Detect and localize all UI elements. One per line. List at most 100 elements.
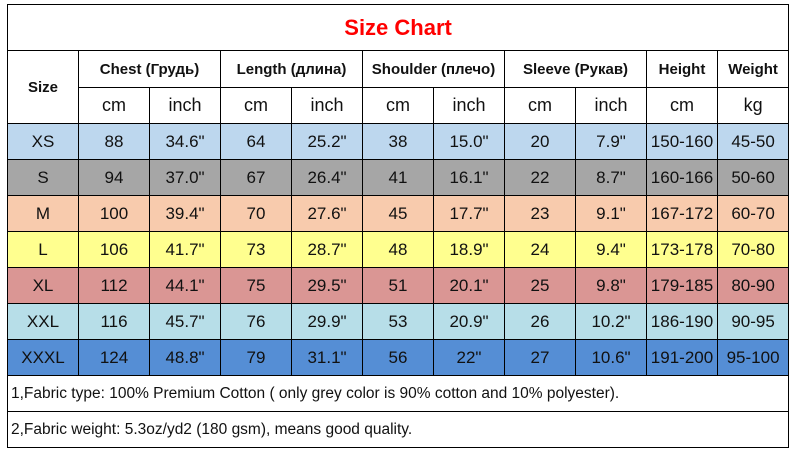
- table-row: XXXL 124 48.8" 79 31.1" 56 22" 27 10.6" 191-200 95…: [7, 339, 790, 376]
- group-header: Height: [646, 50, 718, 88]
- unit-header: kg: [716, 87, 790, 124]
- value-cell: 94: [78, 159, 150, 196]
- value-cell: 18.9": [433, 231, 505, 268]
- value-cell: 31.1": [291, 339, 363, 376]
- value-cell: 56: [362, 339, 434, 376]
- value-cell: 8.7": [575, 159, 647, 196]
- value-cell: 25: [504, 267, 576, 304]
- value-cell: 64: [220, 123, 292, 160]
- unit-header: cm: [646, 87, 718, 124]
- note: 1,Fabric type: 100% Premium Cotton ( onl…: [6, 375, 790, 412]
- value-cell: 28.7": [291, 231, 363, 268]
- table-row: L 106 41.7" 73 28.7" 48 18.9" 24 9.4" 173-178 70-8…: [7, 231, 790, 268]
- size-cell: L: [7, 231, 79, 268]
- value-cell: 116: [78, 303, 150, 340]
- value-cell: 27.6": [291, 195, 363, 232]
- unit-header: cm: [220, 87, 292, 124]
- table-row: XXL 116 45.7" 76 29.9" 53 20.9" 26 10.2" 186-190 9…: [7, 303, 790, 340]
- size-cell: XXXL: [7, 339, 79, 376]
- value-cell: 41.7": [149, 231, 221, 268]
- value-cell: 29.9": [291, 303, 363, 340]
- value-cell: 34.6": [149, 123, 221, 160]
- size-cell: M: [7, 195, 79, 232]
- value-cell: 53: [362, 303, 434, 340]
- value-cell: 70-80: [716, 231, 790, 268]
- value-cell: 124: [78, 339, 150, 376]
- value-cell: 70: [220, 195, 292, 232]
- note: 2,Fabric weight: 5.3oz/yd2 (180 gsm), me…: [6, 411, 790, 448]
- size-cell: S: [7, 159, 79, 196]
- group-header: Chest (Грудь): [78, 50, 221, 88]
- value-cell: 15.0": [433, 123, 505, 160]
- value-cell: 38: [362, 123, 434, 160]
- value-cell: 48.8": [149, 339, 221, 376]
- value-cell: 26.4": [291, 159, 363, 196]
- value-cell: 160-166: [646, 159, 718, 196]
- table-row: XS 88 34.6" 64 25.2" 38 15.0" 20 7.9" 150-160 45-5…: [7, 123, 790, 160]
- value-cell: 16.1": [433, 159, 505, 196]
- unit-header: cm: [78, 87, 150, 124]
- value-cell: 9.4": [575, 231, 647, 268]
- value-cell: 41: [362, 159, 434, 196]
- value-cell: 79: [220, 339, 292, 376]
- value-cell: 76: [220, 303, 292, 340]
- unit-header: inch: [291, 87, 363, 124]
- value-cell: 106: [78, 231, 150, 268]
- value-cell: 17.7": [433, 195, 505, 232]
- value-cell: 150-160: [646, 123, 718, 160]
- value-cell: 73: [220, 231, 292, 268]
- value-cell: 7.9": [575, 123, 647, 160]
- value-cell: 22: [504, 159, 576, 196]
- unit-header: cm: [362, 87, 434, 124]
- value-cell: 23: [504, 195, 576, 232]
- value-cell: 75: [220, 267, 292, 304]
- value-cell: 39.4": [149, 195, 221, 232]
- value-cell: 60-70: [716, 195, 790, 232]
- value-cell: 24: [504, 231, 576, 268]
- table-row: S 94 37.0" 67 26.4" 41 16.1" 22 8.7" 160-166 50-60: [7, 159, 790, 196]
- value-cell: 27: [504, 339, 576, 376]
- group-header: Length (длина): [220, 50, 363, 88]
- unit-header: inch: [149, 87, 221, 124]
- value-cell: 48: [362, 231, 434, 268]
- size-cell: XL: [7, 267, 79, 304]
- value-cell: 186-190: [646, 303, 718, 340]
- value-cell: 51: [362, 267, 434, 304]
- value-cell: 112: [78, 267, 150, 304]
- value-cell: 9.1": [575, 195, 647, 232]
- value-cell: 88: [78, 123, 150, 160]
- unit-header: inch: [575, 87, 647, 124]
- value-cell: 10.6": [575, 339, 647, 376]
- value-cell: 173-178: [646, 231, 718, 268]
- value-cell: 45: [362, 195, 434, 232]
- value-cell: 80-90: [716, 267, 790, 304]
- value-cell: 20.9": [433, 303, 505, 340]
- value-cell: 26: [504, 303, 576, 340]
- value-cell: 22": [433, 339, 505, 376]
- value-cell: 20: [504, 123, 576, 160]
- value-cell: 44.1": [149, 267, 221, 304]
- chart-title: Size Chart: [6, 4, 790, 51]
- group-header: Shoulder (плечо): [362, 50, 505, 88]
- unit-header: inch: [433, 87, 505, 124]
- value-cell: 167-172: [646, 195, 718, 232]
- table-row: XL 112 44.1" 75 29.5" 51 20.1" 25 9.8" 179-185 80-…: [7, 267, 790, 304]
- size-chart-table: Size Chart Size Chest (Грудь) Length (дли…: [6, 4, 790, 448]
- value-cell: 50-60: [716, 159, 790, 196]
- group-header: Weight: [716, 50, 790, 88]
- value-cell: 67: [220, 159, 292, 196]
- value-cell: 100: [78, 195, 150, 232]
- size-cell: XXL: [7, 303, 79, 340]
- value-cell: 45-50: [716, 123, 790, 160]
- value-cell: 10.2": [575, 303, 647, 340]
- value-cell: 191-200: [646, 339, 718, 376]
- value-cell: 90-95: [716, 303, 790, 340]
- value-cell: 95-100: [716, 339, 790, 376]
- size-header: Size: [7, 50, 79, 124]
- value-cell: 179-185: [646, 267, 718, 304]
- value-cell: 45.7": [149, 303, 221, 340]
- group-header: Sleeve (Рукав): [504, 50, 647, 88]
- value-cell: 20.1": [433, 267, 505, 304]
- value-cell: 37.0": [149, 159, 221, 196]
- size-cell: XS: [7, 123, 79, 160]
